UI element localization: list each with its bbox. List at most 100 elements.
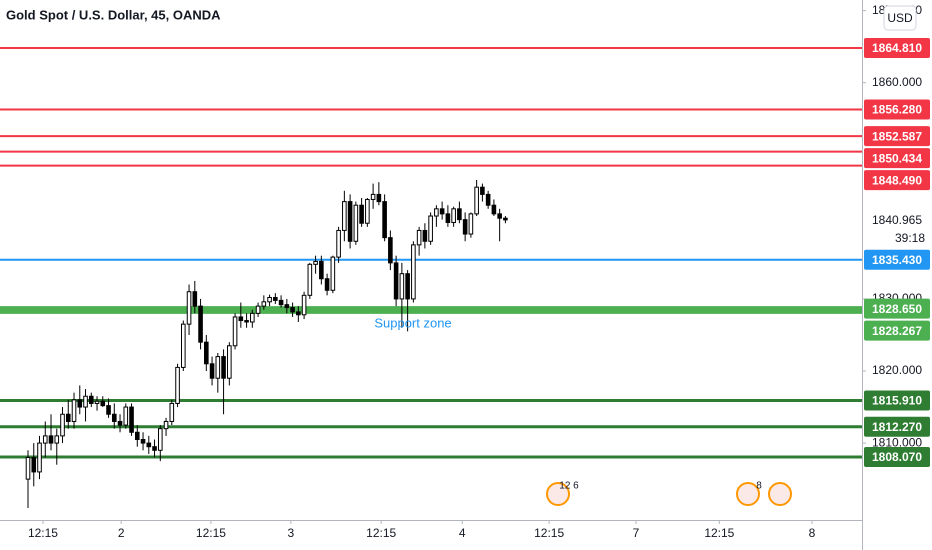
x-tick-label: 12:15 bbox=[534, 526, 564, 540]
candle-body bbox=[491, 204, 497, 215]
level-label: 1812.270 bbox=[872, 420, 922, 434]
x-tick-label: 4 bbox=[459, 526, 466, 540]
x-tick-label: 12:15 bbox=[366, 526, 396, 540]
level-label: 1856.280 bbox=[872, 103, 922, 117]
x-tick-label: 12:15 bbox=[704, 526, 734, 540]
x-tick-label: 8 bbox=[809, 526, 816, 540]
candle-body bbox=[163, 420, 169, 430]
candle-body bbox=[60, 413, 65, 437]
candle-body bbox=[25, 457, 31, 480]
candle-body bbox=[468, 213, 474, 235]
candle-body bbox=[497, 213, 502, 219]
candle-body bbox=[215, 356, 221, 379]
level-label-box bbox=[864, 447, 930, 468]
candle-body bbox=[382, 201, 387, 239]
candle-body bbox=[503, 217, 508, 221]
level-label: 1828.267 bbox=[872, 324, 922, 338]
candle-body bbox=[324, 278, 330, 291]
candle-body bbox=[485, 193, 491, 206]
level-label-box bbox=[864, 170, 930, 191]
candle-body bbox=[111, 413, 117, 422]
level-label-box bbox=[864, 416, 930, 437]
level-label-box bbox=[864, 390, 930, 411]
candle-body bbox=[480, 186, 485, 195]
candle-body bbox=[267, 296, 272, 303]
candle-body bbox=[140, 438, 146, 444]
candle-body bbox=[376, 193, 382, 203]
level-label-box bbox=[864, 249, 930, 270]
event-icon bbox=[546, 482, 570, 506]
currency: USD bbox=[887, 11, 913, 25]
currency-button[interactable] bbox=[883, 5, 917, 31]
candle-body bbox=[31, 457, 37, 473]
x-tick-label: 3 bbox=[288, 526, 295, 540]
level-label: 1852.587 bbox=[872, 129, 922, 143]
candle-body bbox=[301, 294, 307, 316]
y-tick-label: 1860.000 bbox=[872, 75, 922, 89]
candle-body bbox=[261, 301, 267, 307]
candle-body bbox=[146, 442, 152, 448]
candle-body bbox=[54, 435, 60, 444]
candle-body bbox=[192, 291, 198, 307]
candle-body bbox=[353, 204, 359, 242]
candle-body bbox=[48, 435, 54, 444]
x-tick-label: 12:15 bbox=[196, 526, 226, 540]
x-tick-label: 2 bbox=[118, 526, 125, 540]
candle-body bbox=[290, 307, 295, 313]
countdown: 39:18 bbox=[895, 231, 925, 245]
candle-body bbox=[445, 213, 451, 224]
level-label-box bbox=[864, 320, 930, 341]
candle-body bbox=[123, 406, 129, 426]
candle-body bbox=[244, 320, 249, 323]
level-label: 1808.070 bbox=[872, 450, 922, 464]
level-label-box bbox=[864, 148, 930, 169]
candle-body bbox=[94, 400, 100, 404]
candle-body bbox=[42, 435, 48, 444]
candle-body bbox=[65, 413, 71, 422]
candle-body bbox=[273, 296, 278, 301]
candle-body bbox=[370, 193, 376, 200]
level-label: 1828.650 bbox=[872, 302, 922, 316]
candle-body bbox=[284, 304, 290, 309]
candle-body bbox=[462, 219, 468, 235]
candle-body bbox=[278, 299, 284, 306]
chart-title: Gold Spot / U.S. Dollar, 45, OANDA bbox=[6, 7, 221, 22]
candle-body bbox=[434, 208, 439, 217]
candle-body bbox=[336, 229, 341, 258]
level-label-box bbox=[864, 298, 930, 319]
candle-body bbox=[157, 428, 163, 451]
candle-body bbox=[117, 420, 123, 426]
candle-body bbox=[204, 341, 209, 365]
candle-body bbox=[399, 273, 405, 300]
candle-body bbox=[83, 395, 88, 408]
candle-body bbox=[416, 229, 422, 246]
event-icon bbox=[736, 482, 760, 506]
candle-body bbox=[71, 399, 77, 422]
event-label: 12 6 bbox=[559, 481, 579, 492]
last-price-box bbox=[864, 209, 930, 246]
candle-body bbox=[365, 198, 370, 224]
event-icon bbox=[768, 482, 792, 506]
candle-body bbox=[129, 406, 134, 433]
candle-body bbox=[474, 186, 479, 215]
candle-body bbox=[393, 262, 399, 300]
level-label: 1815.910 bbox=[872, 394, 922, 408]
candle-body bbox=[411, 244, 416, 300]
x-tick-label: 7 bbox=[633, 526, 640, 540]
level-label: 1850.434 bbox=[872, 151, 922, 165]
level-label: 1835.430 bbox=[872, 253, 922, 267]
level-label: 1864.810 bbox=[872, 41, 922, 55]
candle-body bbox=[250, 312, 255, 323]
candle-body bbox=[388, 237, 393, 264]
candle-body bbox=[232, 316, 238, 347]
candle-body bbox=[342, 201, 347, 231]
last-price-label: 1840.965 bbox=[872, 213, 922, 227]
candle-body bbox=[405, 273, 410, 300]
candle-body bbox=[428, 215, 433, 242]
y-tick-label: 1810.000 bbox=[872, 435, 922, 449]
candle-body bbox=[37, 442, 42, 473]
candle-body bbox=[330, 256, 336, 291]
level-label: 1848.490 bbox=[872, 173, 922, 187]
